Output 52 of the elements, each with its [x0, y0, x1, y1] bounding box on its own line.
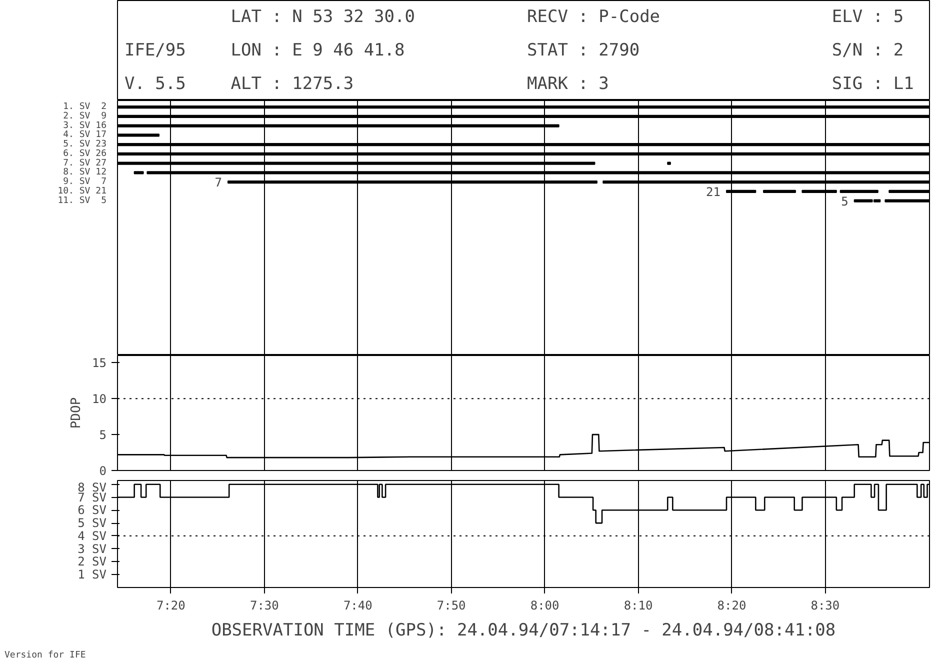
y-tick-label: 6. SV 26: [58, 148, 107, 159]
y-tick-label: 11. SV 5: [58, 196, 107, 206]
y-tick-label: 0: [99, 464, 107, 478]
bar: [726, 190, 756, 193]
y-axis-title: PDOP: [69, 397, 84, 429]
y-tick-label: 1. SV 2: [58, 102, 107, 112]
y-tick-label: 2. SV 9: [58, 111, 107, 122]
text: LON : E 9 46 41.8: [230, 40, 405, 60]
y-tick-label: 5. SV 23: [58, 140, 107, 150]
y-tick-label: 1 SV: [78, 568, 107, 582]
y-tick-label: 5 SV: [78, 516, 107, 530]
y-tick-label: 3. SV 16: [58, 120, 107, 131]
x-tick-label: 8:30: [810, 598, 840, 612]
x-tick-label: 8:10: [624, 598, 653, 612]
text: RECV : P-Code: [526, 7, 660, 28]
x-tick-label: 7:40: [343, 598, 372, 612]
text: SIG : L1: [832, 74, 914, 94]
annotation: 21: [706, 184, 721, 199]
text: STAT : 2790: [526, 40, 640, 60]
text: Version for IFE: [4, 650, 86, 660]
y-tick-label: 10: [92, 392, 107, 406]
bar: [227, 180, 598, 184]
x-axis-title: OBSERVATION TIME (GPS): 24.04.94/07:14:17 - 24.04.94/08:41:08: [211, 620, 836, 640]
text: ALT : 1275.3: [230, 74, 354, 94]
y-tick-label: 10. SV 21: [58, 186, 107, 196]
text: IFE/95: [124, 40, 186, 60]
x-tick-label: 7:20: [156, 598, 186, 612]
y-tick-label: 7. SV 27: [58, 158, 107, 168]
x-tick-label: 8:00: [530, 598, 560, 612]
text: S/N : 2: [832, 40, 904, 60]
x-tick-label: 7:30: [250, 598, 279, 612]
y-tick-label: 8. SV 12: [58, 168, 107, 178]
bar: [840, 190, 878, 193]
annotation: 5: [841, 194, 848, 208]
y-tick-label: 3 SV: [78, 542, 107, 556]
bar: [667, 162, 671, 165]
y-tick-label: 2 SV: [78, 554, 107, 569]
y-tick-label: 4. SV 17: [58, 130, 107, 140]
text: ELV : 5: [832, 7, 904, 28]
text: MARK : 3: [526, 74, 609, 94]
y-tick-label: 4 SV: [78, 528, 107, 543]
bar: [134, 171, 144, 174]
text: V. 5.5: [124, 74, 186, 94]
y-tick-label: 15: [92, 356, 107, 370]
text: LAT : N 53 32 30.0: [230, 7, 415, 28]
x-tick-label: 7:50: [436, 598, 466, 612]
y-tick-label: 6 SV: [78, 503, 107, 518]
annotation: 7: [214, 176, 222, 190]
x-tick-label: 8:20: [717, 598, 746, 612]
bar: [763, 190, 796, 193]
y-tick-label: 5: [99, 428, 107, 442]
y-tick-label: 9. SV 7: [58, 177, 107, 188]
